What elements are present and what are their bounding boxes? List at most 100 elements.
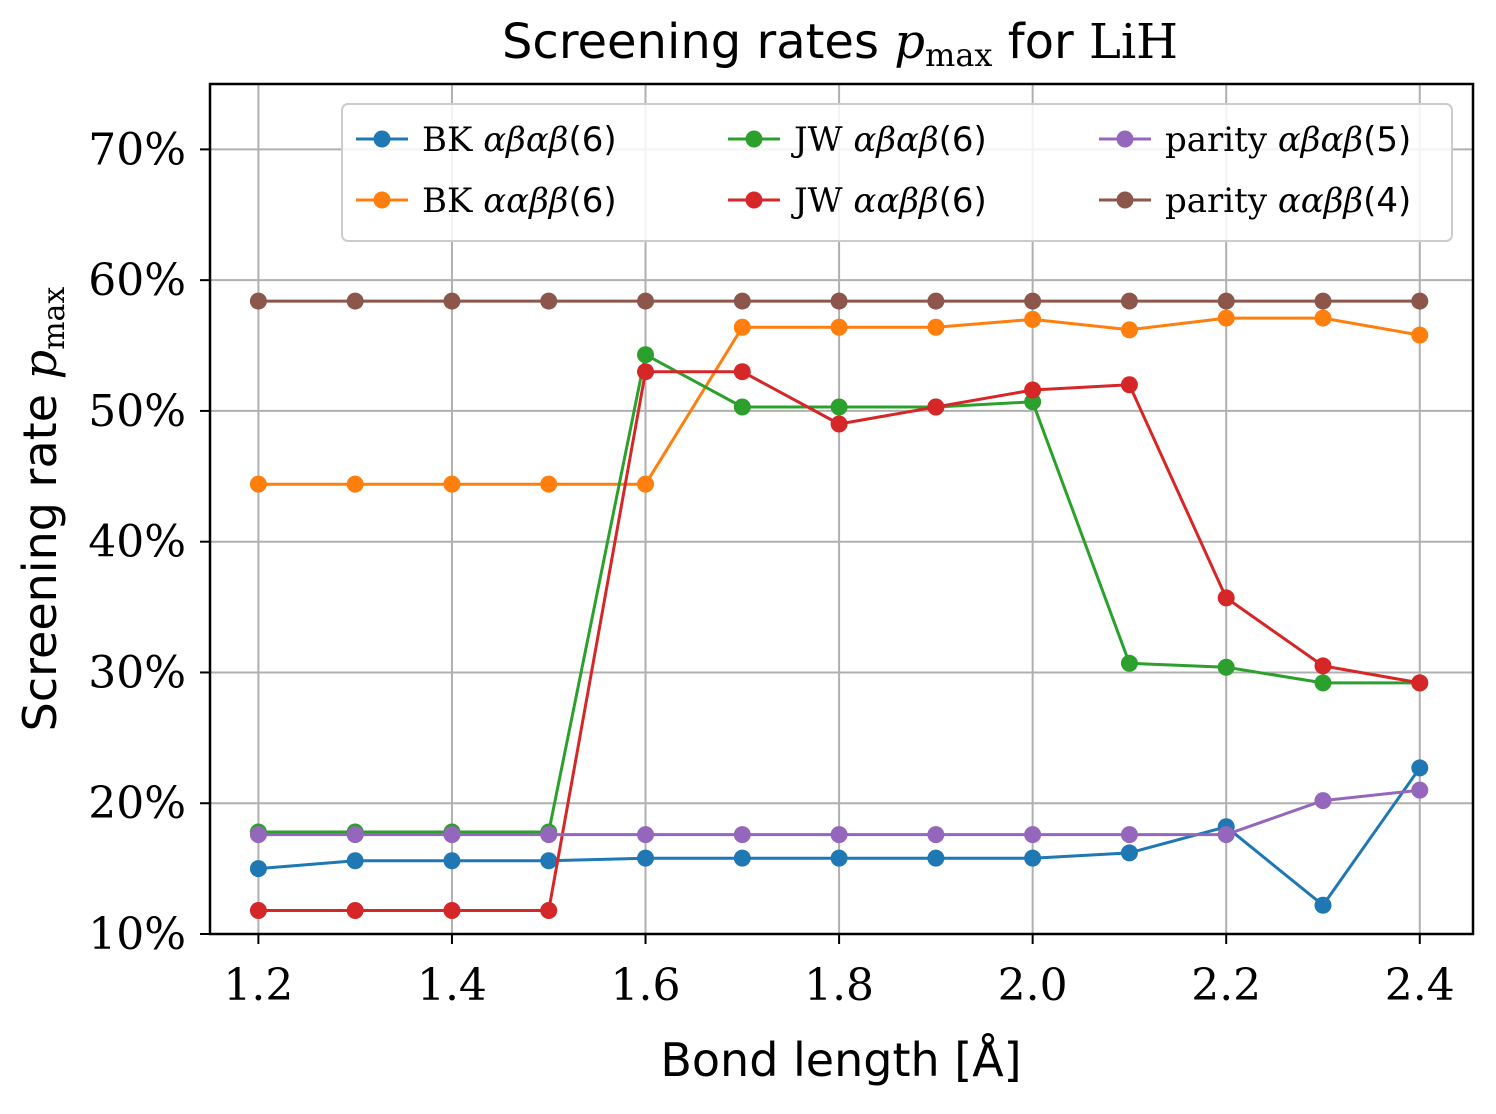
y-tick-label: 50% — [88, 386, 186, 437]
data-point — [1411, 781, 1429, 799]
legend-label-symbol: αβαβ — [483, 120, 568, 160]
y-tick-label: 60% — [88, 255, 186, 306]
data-point — [637, 346, 655, 364]
x-tick-label: 2.2 — [1191, 960, 1261, 1011]
data-point — [733, 849, 751, 867]
legend-label-symbol: ααββ — [1278, 181, 1363, 221]
data-point — [443, 852, 461, 870]
y-axis-ticks: 10% 20% 30% 40% 50% 60% 70% — [88, 124, 210, 960]
data-point — [927, 826, 945, 844]
legend-item: BK αβαβ(6) — [356, 120, 617, 160]
y-axis-label-symbol: p — [13, 350, 67, 379]
legend-item: JW ααββ(6) — [728, 181, 987, 221]
x-tick-label: 1.6 — [611, 960, 681, 1011]
data-point — [249, 901, 267, 919]
data-point — [733, 398, 751, 416]
legend-label-symbol: αβαβ — [853, 120, 938, 160]
data-point — [637, 363, 655, 381]
data-point — [637, 826, 655, 844]
data-point — [830, 849, 848, 867]
data-point — [1411, 326, 1429, 344]
data-point — [830, 398, 848, 416]
legend-label-suffix: (6) — [939, 120, 987, 160]
legend-item: parity ααββ(4) — [1099, 181, 1411, 221]
chart-title-symbol: p — [894, 14, 925, 70]
data-point — [733, 318, 751, 336]
data-point — [346, 901, 364, 919]
data-point — [1411, 292, 1429, 310]
x-tick-label: 1.2 — [223, 960, 293, 1011]
data-point — [1120, 654, 1138, 672]
chart-title: Screening rates pmax for LiH — [502, 14, 1178, 74]
data-point — [346, 826, 364, 844]
data-point — [637, 292, 655, 310]
chart-title-middle: for — [992, 14, 1089, 70]
series-4 — [249, 363, 1429, 919]
y-axis-label-prefix: Screening rate — [13, 379, 67, 731]
data-point — [443, 292, 461, 310]
legend-swatch-marker — [373, 191, 391, 209]
legend-label-suffix: (4) — [1363, 181, 1411, 221]
data-point — [1024, 292, 1042, 310]
legend-label-symbol: ααββ — [483, 181, 568, 221]
data-point — [927, 849, 945, 867]
x-tick-label: 2.0 — [998, 960, 1068, 1011]
data-point — [830, 292, 848, 310]
data-point — [1314, 292, 1332, 310]
data-point — [830, 415, 848, 433]
data-point — [540, 826, 558, 844]
data-point — [1024, 826, 1042, 844]
data-point — [733, 363, 751, 381]
series-6 — [249, 292, 1429, 310]
data-point — [733, 826, 751, 844]
y-tick-label: 10% — [88, 909, 186, 960]
data-point — [443, 826, 461, 844]
data-point — [540, 475, 558, 493]
series-5 — [249, 781, 1429, 844]
data-point — [540, 852, 558, 870]
legend: BK αβαβ(6)BK ααββ(6)JW αβαβ(6)JW ααββ(6)… — [341, 103, 1453, 242]
data-point — [1217, 826, 1235, 844]
data-point — [249, 475, 267, 493]
legend-swatch-marker — [373, 130, 391, 148]
data-point — [927, 398, 945, 416]
data-point — [1314, 674, 1332, 692]
legend-label-symbol: ααββ — [853, 181, 938, 221]
data-point — [1120, 376, 1138, 394]
data-point — [249, 826, 267, 844]
data-point — [830, 318, 848, 336]
data-point — [540, 292, 558, 310]
legend-label-suffix: (6) — [939, 181, 987, 221]
data-point — [1024, 381, 1042, 399]
legend-label: parity αβαβ(5) — [1165, 120, 1411, 160]
data-point — [249, 292, 267, 310]
data-point — [1024, 393, 1042, 411]
data-point — [1217, 658, 1235, 676]
data-point — [1217, 292, 1235, 310]
legend-swatch-marker — [745, 130, 763, 148]
data-point — [1411, 759, 1429, 777]
legend-label-prefix: parity — [1165, 120, 1278, 160]
data-point — [1120, 826, 1138, 844]
legend-swatch-marker — [745, 191, 763, 209]
data-point — [443, 475, 461, 493]
legend-label-suffix: (6) — [568, 120, 616, 160]
x-tick-label: 1.4 — [417, 960, 487, 1011]
legend-swatch-marker — [1116, 191, 1134, 209]
y-tick-label: 70% — [88, 124, 186, 175]
legend-label-suffix: (5) — [1363, 120, 1411, 160]
data-point — [1024, 310, 1042, 328]
y-axis-label: Screening rate pmax — [13, 287, 72, 732]
legend-label-prefix: BK — [422, 181, 483, 221]
y-tick-label: 30% — [88, 647, 186, 698]
legend-swatch-marker — [1116, 130, 1134, 148]
data-point — [1411, 674, 1429, 692]
data-point — [1024, 849, 1042, 867]
data-point — [830, 826, 848, 844]
legend-label-suffix: (6) — [568, 181, 616, 221]
data-point — [1120, 292, 1138, 310]
legend-label-prefix: JW — [791, 181, 853, 221]
data-point — [1314, 896, 1332, 914]
data-point — [1217, 589, 1235, 607]
